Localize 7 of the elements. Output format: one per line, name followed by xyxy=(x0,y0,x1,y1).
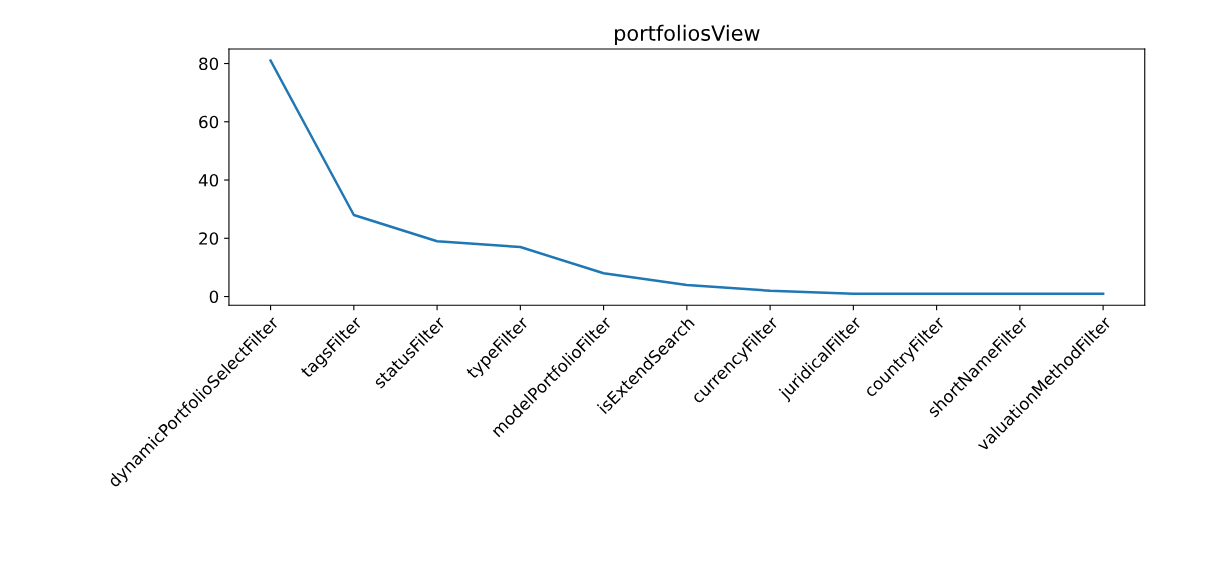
y-tick-label: 20 xyxy=(199,232,219,245)
y-tick-label: 0 xyxy=(209,290,219,304)
chart-title: portfoliosView xyxy=(615,24,760,45)
y-tick-label: 40 xyxy=(198,173,219,187)
line-series xyxy=(269,59,1105,295)
y-tick-label: 60 xyxy=(199,115,219,129)
y-tick-label: 80 xyxy=(199,57,219,71)
